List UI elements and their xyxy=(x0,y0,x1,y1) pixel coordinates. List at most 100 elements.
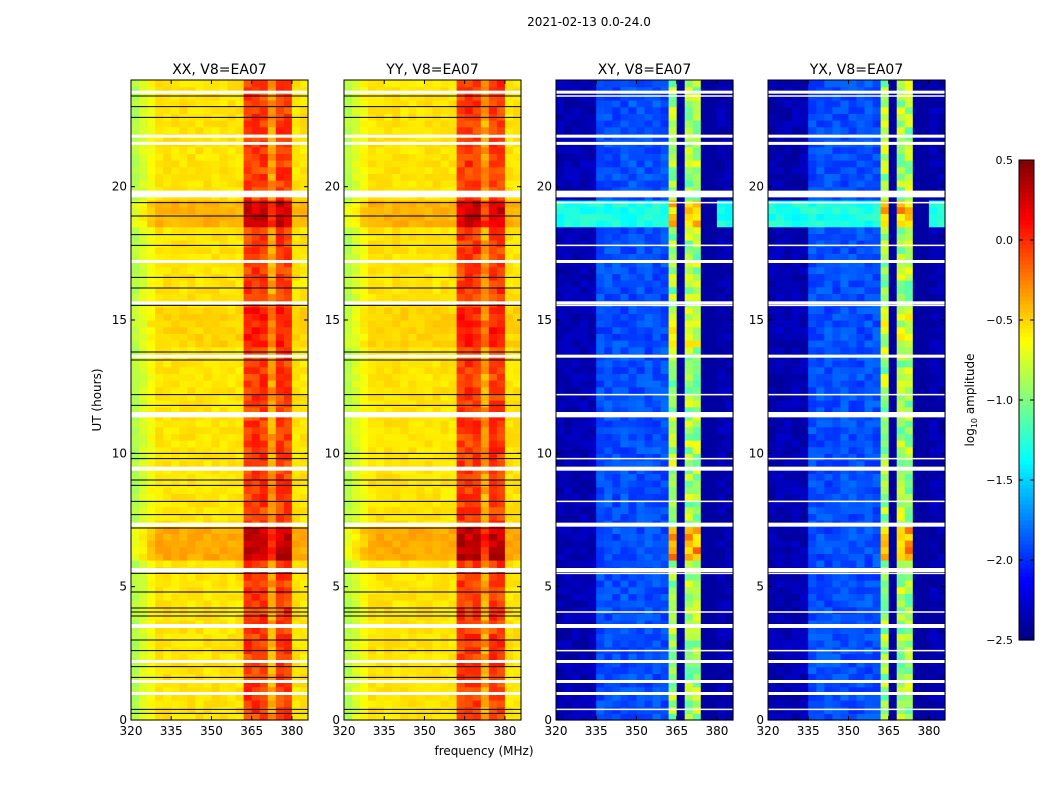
heatmap-cell xyxy=(344,327,353,334)
heatmap-cell xyxy=(449,347,458,354)
heatmap-cell xyxy=(252,480,261,487)
heatmap-cell xyxy=(220,387,229,394)
heatmap-cell xyxy=(425,493,434,500)
heatmap-cell xyxy=(163,440,172,447)
heatmap-cell xyxy=(368,573,377,580)
heatmap-cell xyxy=(131,640,140,647)
heatmap-cell xyxy=(449,613,458,620)
heatmap-cell xyxy=(368,667,377,674)
heatmap-cell xyxy=(449,380,458,387)
heatmap-cell xyxy=(220,360,229,367)
heatmap-cell xyxy=(260,593,269,600)
heatmap-cell xyxy=(131,387,140,394)
heatmap-cell xyxy=(441,267,450,274)
y-tick-label: 20 xyxy=(325,180,340,194)
heatmap-cell xyxy=(292,80,301,87)
heatmap-cell xyxy=(203,240,212,247)
heatmap-cell xyxy=(268,480,277,487)
heatmap-cell xyxy=(244,553,253,560)
heatmap-cell xyxy=(564,587,573,594)
heatmap-cell xyxy=(268,340,277,347)
heatmap-cell xyxy=(284,240,293,247)
heatmap-cell xyxy=(572,653,581,660)
heatmap-cell xyxy=(228,700,237,707)
heatmap-cell xyxy=(564,673,573,680)
heatmap-cell xyxy=(187,200,196,207)
heatmap-cell xyxy=(481,380,490,387)
heatmap-cell xyxy=(252,460,261,467)
heatmap-cell xyxy=(260,207,269,214)
heatmap-cell xyxy=(195,200,204,207)
heatmap-cell xyxy=(244,587,253,594)
heatmap-cell xyxy=(400,553,409,560)
heatmap-cell xyxy=(360,493,369,500)
heatmap-cell xyxy=(489,440,498,447)
heatmap-cell xyxy=(465,493,474,500)
heatmap-cell xyxy=(384,253,393,260)
heatmap-cell xyxy=(564,600,573,607)
heatmap-cell xyxy=(441,593,450,600)
heatmap-cell xyxy=(147,80,156,87)
heatmap-cell xyxy=(513,307,522,314)
heatmap-cell xyxy=(449,280,458,287)
heatmap-cell xyxy=(408,573,417,580)
heatmap-cell xyxy=(203,507,212,514)
heatmap-cell xyxy=(195,280,204,287)
heatmap-cell xyxy=(195,320,204,327)
heatmap-cell xyxy=(268,367,277,374)
heatmap-cell xyxy=(236,373,245,380)
heatmap-cell xyxy=(195,93,204,100)
heatmap-cell xyxy=(392,327,401,334)
heatmap-cell xyxy=(300,93,309,100)
heatmap-cell xyxy=(360,360,369,367)
heatmap-cell xyxy=(368,240,377,247)
heatmap-cell xyxy=(252,313,261,320)
heatmap-cell xyxy=(441,227,450,234)
heatmap-cell xyxy=(384,213,393,220)
heatmap-cell xyxy=(604,573,613,580)
heatmap-cell xyxy=(163,400,172,407)
heatmap-cell xyxy=(300,367,309,374)
heatmap-cell xyxy=(497,127,506,134)
heatmap-cell xyxy=(588,700,597,707)
heatmap-cell xyxy=(292,347,301,354)
heatmap-cell xyxy=(284,340,293,347)
heatmap-cell xyxy=(473,387,482,394)
heatmap-cell xyxy=(701,613,710,620)
heatmap-cell xyxy=(179,573,188,580)
heatmap-cell xyxy=(376,173,385,180)
heatmap-cell xyxy=(179,80,188,87)
flagged-band xyxy=(344,91,521,94)
heatmap-cell xyxy=(228,180,237,187)
heatmap-cell xyxy=(384,80,393,87)
heatmap-cell xyxy=(473,313,482,320)
heatmap-cell xyxy=(268,587,277,594)
heatmap-cell xyxy=(236,240,245,247)
heatmap-cell xyxy=(187,347,196,354)
heatmap-cell xyxy=(489,213,498,220)
heatmap-cell xyxy=(588,653,597,660)
heatmap-cell xyxy=(244,120,253,127)
heatmap-cell xyxy=(276,293,285,300)
heatmap-cell xyxy=(244,507,253,514)
heatmap-cell xyxy=(433,507,442,514)
heatmap-cell xyxy=(497,700,506,707)
heatmap-cell xyxy=(284,147,293,154)
heatmap-cell xyxy=(497,540,506,547)
heatmap-cell xyxy=(376,247,385,254)
heatmap-cell xyxy=(473,253,482,260)
heatmap-cell xyxy=(268,267,277,274)
heatmap-cell xyxy=(147,240,156,247)
heatmap-cell xyxy=(717,640,726,647)
y-tick-label: 20 xyxy=(112,180,127,194)
heatmap-cell xyxy=(465,207,474,214)
heatmap-cell xyxy=(368,167,377,174)
heatmap-cell xyxy=(612,580,621,587)
heatmap-cell xyxy=(481,547,490,554)
heatmap-cell xyxy=(497,313,506,320)
heatmap-cell xyxy=(360,180,369,187)
heatmap-cell xyxy=(131,540,140,547)
heatmap-cell xyxy=(147,387,156,394)
heatmap-cell xyxy=(284,427,293,434)
heatmap-cell xyxy=(352,200,361,207)
